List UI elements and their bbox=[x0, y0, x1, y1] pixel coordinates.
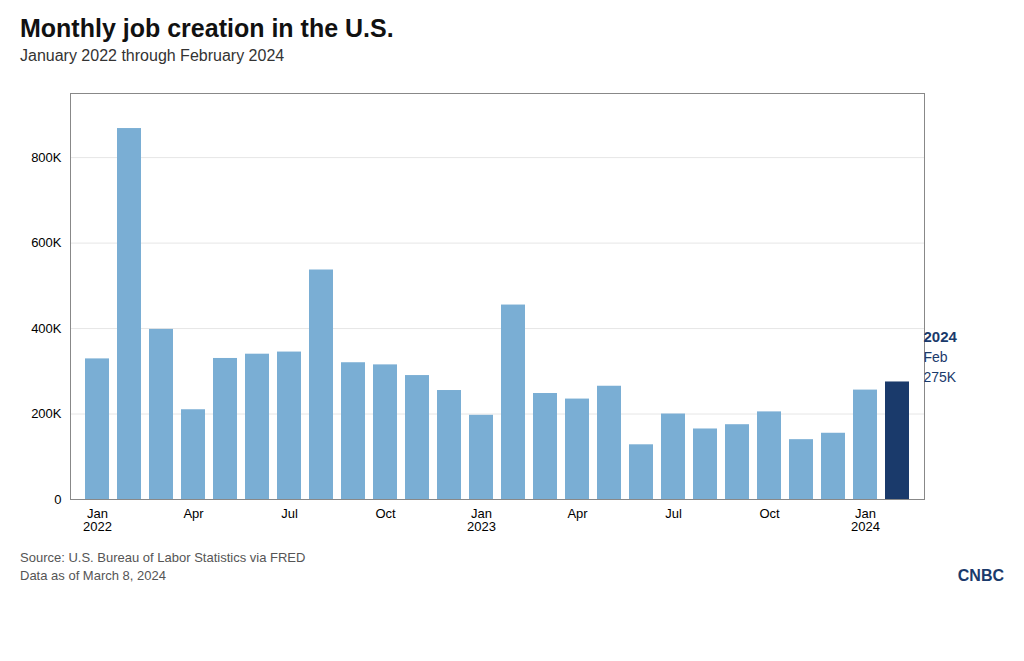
svg-text:200K: 200K bbox=[31, 406, 62, 421]
svg-text:Jan2023: Jan2023 bbox=[467, 506, 496, 534]
svg-text:0: 0 bbox=[54, 492, 61, 507]
svg-text:Apr: Apr bbox=[567, 506, 588, 521]
svg-text:Jan2022: Jan2022 bbox=[83, 506, 112, 534]
html-text:January 2022 through February: January 2022 through February 2024 bbox=[20, 47, 285, 64]
svg-text:Jul: Jul bbox=[665, 506, 682, 521]
html-text:Data as of March 8, 2024: Data as of March 8, 2024 bbox=[20, 568, 166, 584]
svg-text:Jan2024: Jan2024 bbox=[851, 506, 880, 534]
svg-text:Jul: Jul bbox=[281, 506, 298, 521]
svg-text:Feb: Feb bbox=[924, 349, 948, 365]
svg-text:Oct: Oct bbox=[759, 506, 780, 521]
html-text:CNBC: CNBC bbox=[957, 567, 1004, 585]
svg-text:400K: 400K bbox=[31, 321, 62, 336]
html-text:Monthly job creation in the U.: Monthly job creation in the U.S. bbox=[20, 14, 394, 42]
svg-text:275K: 275K bbox=[924, 369, 957, 385]
html-text:Source: U.S. Bureau of Labor S: Source: U.S. Bureau of Labor Statistics … bbox=[20, 550, 306, 565]
svg-text:800K: 800K bbox=[31, 150, 62, 165]
svg-text:Oct: Oct bbox=[375, 506, 396, 521]
svg-text:600K: 600K bbox=[31, 235, 62, 250]
svg-text:2024: 2024 bbox=[924, 328, 958, 345]
svg-text:Apr: Apr bbox=[183, 506, 204, 521]
